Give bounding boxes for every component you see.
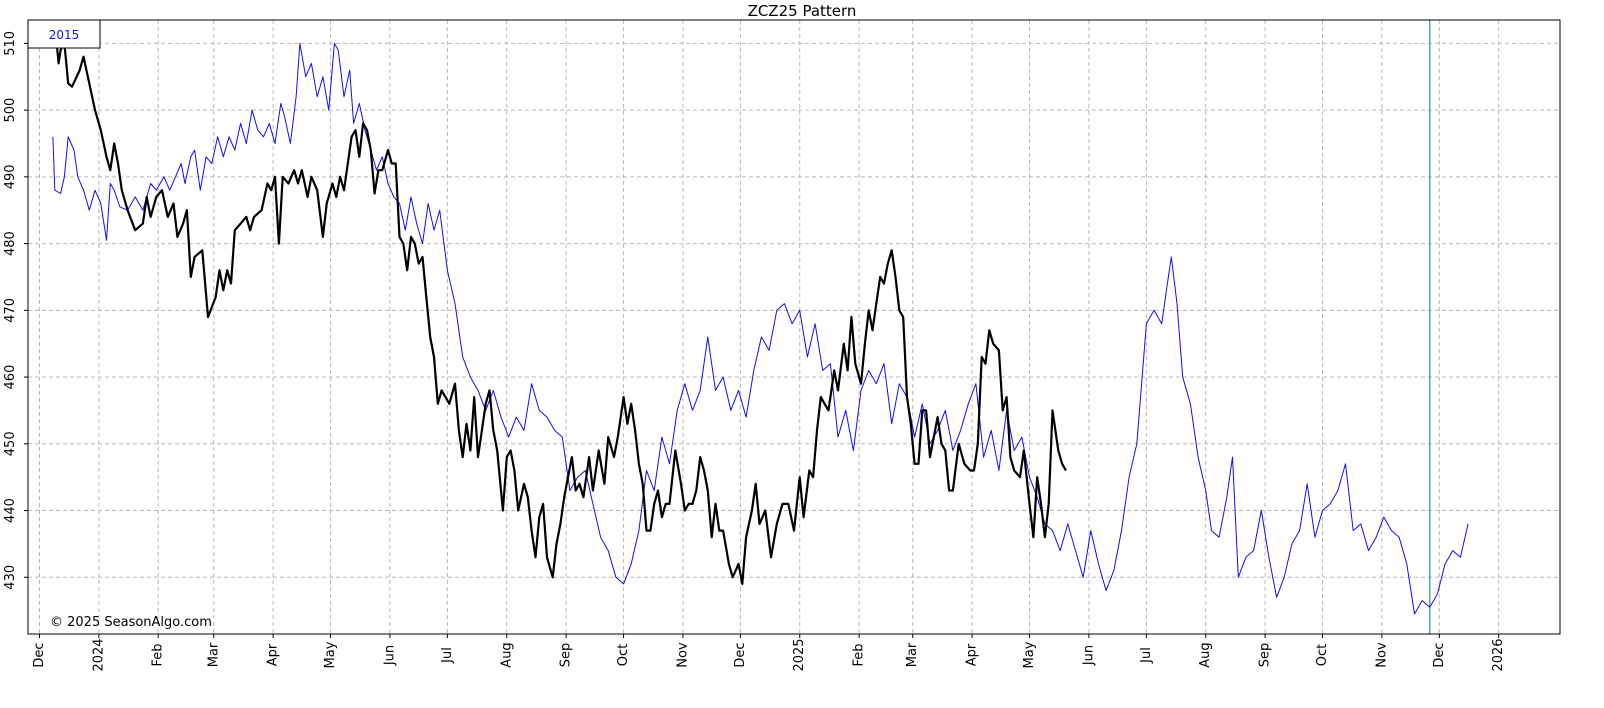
x-tick-label: Apr [965,643,980,666]
x-axis: Dec 2024 Feb Mar Apr May Jun Jul Aug Sep Oct Nov Dec… [32,634,1506,672]
y-axis: 430 440 450 460 470 480 490 500 510 [3,31,28,590]
plot-area-frame [27,19,1561,635]
y-tick-label: 440 [3,498,18,523]
legend: 2015 [27,19,101,49]
x-tick-label: Aug [499,642,514,667]
x-tick-label: Dec [733,642,748,667]
series-line-zcz25 [55,42,1067,586]
x-tick-label: Mar [206,642,221,667]
x-tick-label: Jun [382,645,397,666]
legend-box [27,19,101,49]
series-layer [52,42,1469,615]
y-tick-label: 480 [3,231,18,256]
x-tick-label: Jul [440,647,455,664]
legend-entry-label: 2015 [49,28,80,42]
x-tick-label: Dec [1432,642,1447,667]
x-tick-label: Jul [1139,647,1154,664]
x-tick-label: Jun [1081,645,1096,666]
y-tick-label: 430 [3,565,18,590]
x-tick-label: Apr [266,643,281,666]
grid [28,20,1560,634]
x-tick-label: 2024 [91,638,106,671]
x-tick-label: Feb [151,643,166,666]
x-tick-label: Aug [1198,642,1213,667]
copyright-annotation: © 2025 SeasonAlgo.com [50,615,212,630]
y-tick-label: 510 [3,31,18,56]
y-tick-label: 490 [3,164,18,189]
x-tick-label: Nov [1374,642,1389,668]
y-tick-label: 460 [3,365,18,390]
x-tick-label: Dec [32,642,47,667]
x-tick-label: 2026 [1491,638,1506,671]
series-line-2015 [52,42,1469,615]
x-tick-label: Oct [1315,644,1330,666]
chart-title: ZCZ25 Pattern [748,2,857,20]
x-tick-label: Sep [559,643,574,668]
y-tick-label: 470 [3,298,18,323]
x-tick-label: May [1022,641,1037,668]
y-tick-label: 500 [3,98,18,123]
x-tick-label: Sep [1258,643,1273,668]
y-tick-label: 450 [3,431,18,456]
x-tick-label: Mar [905,642,920,667]
x-tick-label: 2025 [792,638,807,671]
x-tick-label: Nov [675,642,690,668]
x-tick-label: May [323,641,338,668]
x-tick-label: Feb [852,643,867,666]
x-tick-label: Oct [616,644,631,666]
